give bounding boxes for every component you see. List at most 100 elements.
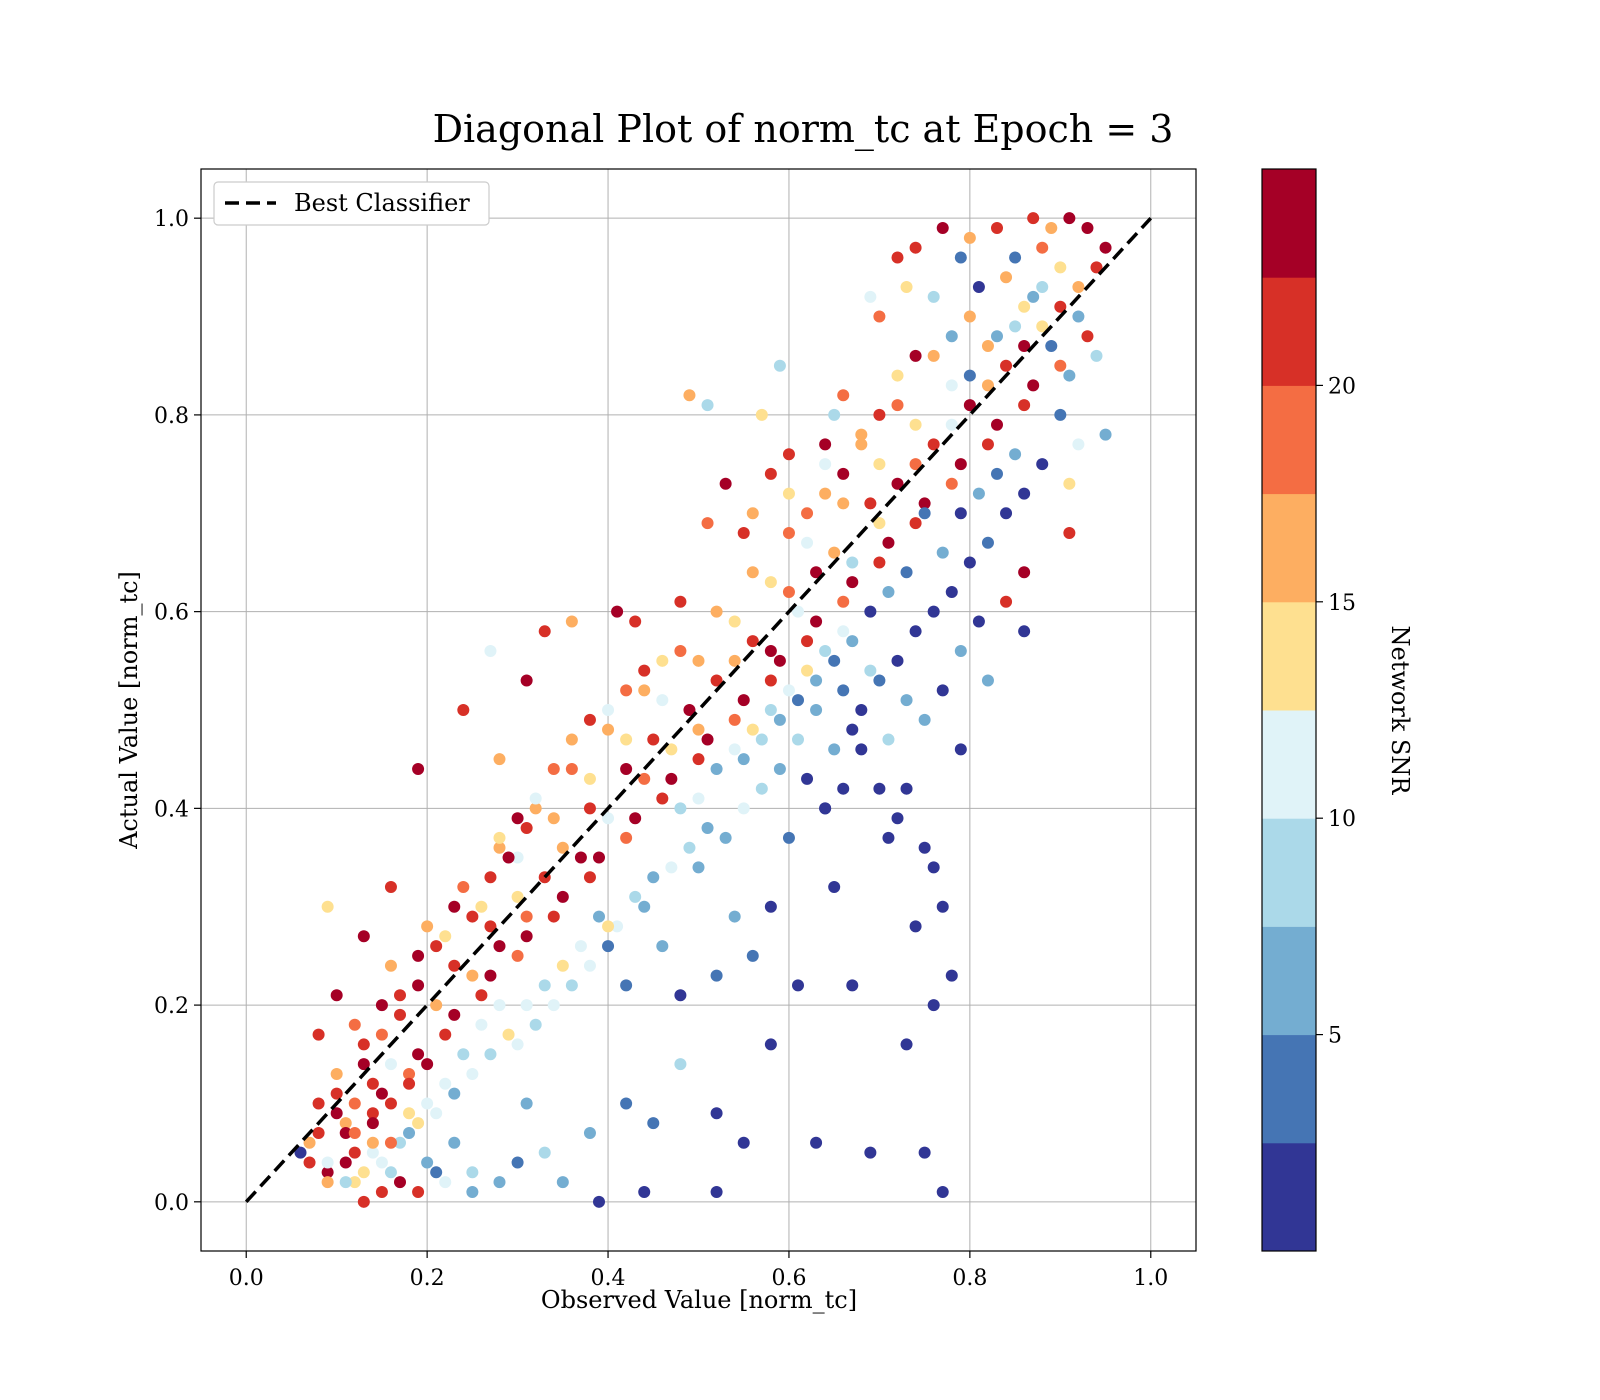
data-point	[620, 684, 633, 697]
data-point	[366, 1136, 379, 1149]
data-point	[873, 782, 886, 795]
data-point	[755, 782, 768, 795]
data-point	[1054, 300, 1067, 313]
data-point	[963, 369, 976, 382]
colorbar-segment	[1262, 385, 1316, 495]
x-tick-label: 0.6	[771, 1266, 806, 1291]
data-point	[1018, 399, 1031, 412]
data-point	[909, 517, 922, 530]
data-point	[294, 1146, 307, 1159]
data-point	[900, 566, 913, 579]
data-point	[384, 1136, 397, 1149]
data-point	[475, 1018, 488, 1031]
data-point	[792, 979, 804, 992]
data-point	[647, 871, 660, 884]
data-point	[556, 841, 569, 854]
colorbar-segment	[1262, 926, 1316, 1036]
data-point	[710, 1185, 723, 1198]
data-point	[728, 743, 741, 756]
data-point	[330, 1107, 343, 1120]
colorbar-segment	[1262, 1034, 1316, 1144]
data-point	[339, 1126, 352, 1139]
y-tick-label: 0.8	[154, 404, 189, 429]
data-point	[873, 674, 886, 687]
data-point	[891, 654, 904, 667]
colorbar-tick-label: 5	[1328, 1024, 1342, 1049]
data-point	[1000, 271, 1013, 284]
data-point	[547, 910, 560, 923]
colorbar-segment	[1262, 493, 1316, 603]
scatter-points	[294, 212, 1112, 1208]
data-point	[375, 1185, 388, 1198]
data-point	[403, 1077, 416, 1090]
data-point	[511, 851, 524, 864]
data-point	[303, 1136, 316, 1149]
data-point	[511, 949, 524, 962]
data-point	[529, 792, 542, 805]
data-point	[981, 438, 994, 451]
data-point	[710, 763, 723, 776]
data-point	[565, 615, 578, 628]
data-point	[439, 1176, 452, 1189]
colorbar-segment	[1262, 1142, 1316, 1252]
data-point	[918, 507, 931, 520]
colorbar-frame	[1261, 168, 1317, 1252]
data-point	[1018, 300, 1031, 313]
data-point	[692, 654, 705, 667]
colorbar-segment	[1262, 818, 1316, 927]
data-point	[810, 615, 823, 628]
data-point	[1000, 507, 1013, 520]
data-point	[846, 556, 859, 569]
data-point	[773, 654, 786, 667]
data-point	[312, 1126, 325, 1139]
data-point	[629, 615, 642, 628]
data-point	[1072, 281, 1085, 294]
data-point	[801, 507, 814, 520]
data-point	[828, 546, 841, 559]
data-point	[674, 595, 687, 608]
data-point	[810, 704, 823, 716]
data-point	[819, 438, 832, 451]
colorbar-tick-label: 15	[1328, 591, 1356, 616]
data-point	[954, 251, 967, 264]
data-point	[466, 1185, 479, 1198]
data-point	[782, 585, 795, 598]
data-point	[430, 1166, 443, 1179]
data-point	[773, 713, 786, 726]
data-point	[375, 1087, 388, 1100]
data-point	[773, 359, 786, 372]
data-point	[466, 1067, 479, 1080]
data-point	[339, 1176, 352, 1189]
data-point	[728, 713, 741, 726]
data-point	[1063, 526, 1076, 539]
data-point	[891, 477, 904, 490]
data-point	[801, 664, 814, 677]
data-point	[520, 822, 533, 835]
data-point	[583, 772, 596, 785]
data-point	[394, 1008, 406, 1021]
data-point	[656, 792, 669, 805]
legend-label: Best Classifier	[294, 189, 470, 217]
data-point	[439, 930, 452, 943]
data-point	[981, 536, 994, 549]
data-point	[674, 644, 687, 657]
data-point	[855, 704, 868, 716]
data-point	[801, 635, 814, 648]
data-point	[384, 959, 397, 972]
x-tick-label: 0.2	[410, 1266, 445, 1291]
data-point	[1045, 340, 1058, 353]
colorbar-segment	[1262, 601, 1316, 711]
data-point	[394, 989, 406, 1002]
data-point	[529, 1018, 542, 1031]
data-point	[412, 979, 425, 992]
data-point	[412, 1048, 425, 1061]
data-point	[782, 831, 795, 844]
data-point	[828, 743, 841, 756]
data-point	[728, 910, 741, 923]
data-point	[1009, 320, 1022, 333]
data-point	[837, 782, 850, 795]
data-point	[421, 1058, 434, 1071]
data-point	[819, 458, 832, 471]
data-point	[918, 713, 931, 726]
